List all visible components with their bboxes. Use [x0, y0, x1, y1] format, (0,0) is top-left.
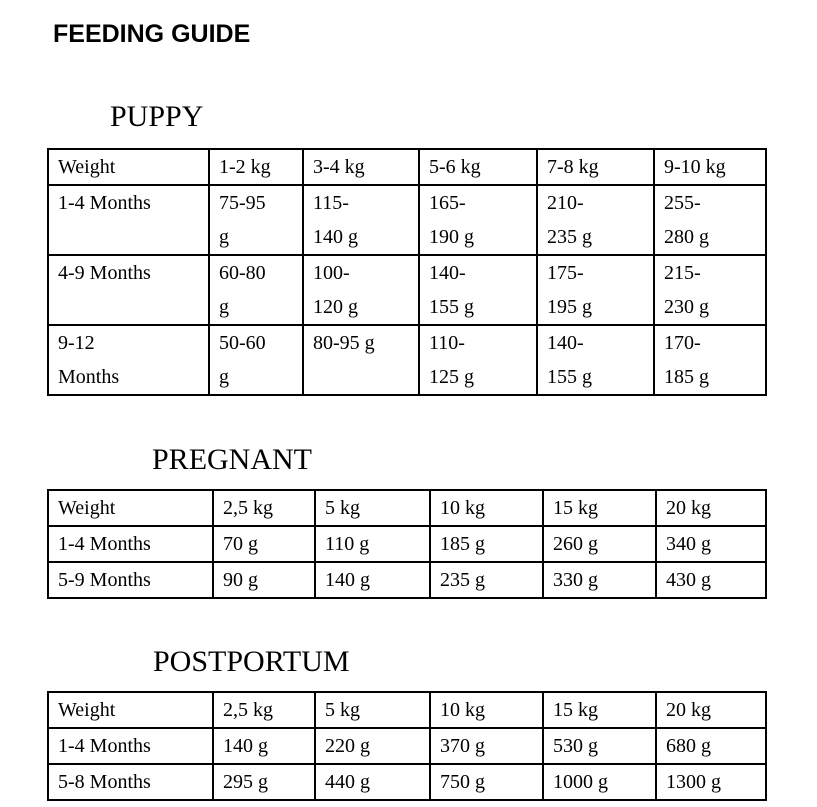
table-cell: 680 g: [655, 727, 767, 765]
table-header-row: Weight 1-2 kg 3-4 kg 5-6 kg 7-8 kg 9-10 …: [47, 148, 767, 186]
header-cell: 15 kg: [542, 691, 657, 729]
header-cell: Weight: [47, 489, 214, 527]
row-label: 5-9 Months: [47, 561, 214, 599]
table-cell: 330 g: [542, 561, 657, 599]
table-cell: 50-60 g: [208, 324, 304, 396]
table-cell: 110 g: [314, 525, 431, 563]
table-row: 4-9 Months 60-80 g 100- 120 g 140- 155 g…: [47, 254, 767, 326]
header-cell: 5-6 kg: [418, 148, 538, 186]
puppy-table: Weight 1-2 kg 3-4 kg 5-6 kg 7-8 kg 9-10 …: [47, 148, 767, 396]
table-cell: 370 g: [429, 727, 544, 765]
section-heading-postportum: POSTPORTUM: [153, 645, 350, 678]
table-row: 1-4 Months 75-95 g 115- 140 g 165- 190 g…: [47, 184, 767, 256]
header-cell: 20 kg: [655, 691, 767, 729]
row-label: 4-9 Months: [47, 254, 210, 326]
table-cell: 115- 140 g: [302, 184, 420, 256]
table-cell: 110- 125 g: [418, 324, 538, 396]
header-cell: 3-4 kg: [302, 148, 420, 186]
header-cell: Weight: [47, 691, 214, 729]
header-cell: 1-2 kg: [208, 148, 304, 186]
table-cell: 220 g: [314, 727, 431, 765]
table-cell: 140- 155 g: [536, 324, 655, 396]
table-cell: 60-80 g: [208, 254, 304, 326]
table-row: 9-12 Months 50-60 g 80-95 g 110- 125 g 1…: [47, 324, 767, 396]
table-header-row: Weight 2,5 kg 5 kg 10 kg 15 kg 20 kg: [47, 489, 767, 527]
table-row: 5-8 Months 295 g 440 g 750 g 1000 g 1300…: [47, 763, 767, 801]
postportum-table: Weight 2,5 kg 5 kg 10 kg 15 kg 20 kg 1-4…: [47, 691, 767, 801]
table-cell: 100- 120 g: [302, 254, 420, 326]
table-cell: 80-95 g: [302, 324, 420, 396]
header-cell: 10 kg: [429, 489, 544, 527]
table-cell: 295 g: [212, 763, 316, 801]
table-cell: 140 g: [314, 561, 431, 599]
table-cell: 210- 235 g: [536, 184, 655, 256]
table-row: 5-9 Months 90 g 140 g 235 g 330 g 430 g: [47, 561, 767, 599]
page-title: FEEDING GUIDE: [53, 20, 251, 48]
header-cell: 7-8 kg: [536, 148, 655, 186]
table-row: 1-4 Months 140 g 220 g 370 g 530 g 680 g: [47, 727, 767, 765]
table-cell: 140- 155 g: [418, 254, 538, 326]
row-label: 9-12 Months: [47, 324, 210, 396]
row-label: 1-4 Months: [47, 727, 214, 765]
header-cell: 20 kg: [655, 489, 767, 527]
header-cell: 2,5 kg: [212, 489, 316, 527]
row-label: 1-4 Months: [47, 184, 210, 256]
table-cell: 90 g: [212, 561, 316, 599]
table-cell: 165- 190 g: [418, 184, 538, 256]
header-cell: 10 kg: [429, 691, 544, 729]
table-cell: 440 g: [314, 763, 431, 801]
header-cell: 5 kg: [314, 489, 431, 527]
table-cell: 140 g: [212, 727, 316, 765]
header-cell: 5 kg: [314, 691, 431, 729]
pregnant-table: Weight 2,5 kg 5 kg 10 kg 15 kg 20 kg 1-4…: [47, 489, 767, 599]
table-cell: 170- 185 g: [653, 324, 767, 396]
table-cell: 530 g: [542, 727, 657, 765]
table-cell: 1000 g: [542, 763, 657, 801]
table-cell: 340 g: [655, 525, 767, 563]
table-cell: 215- 230 g: [653, 254, 767, 326]
table-cell: 430 g: [655, 561, 767, 599]
table-cell: 255- 280 g: [653, 184, 767, 256]
table-cell: 75-95 g: [208, 184, 304, 256]
table-cell: 70 g: [212, 525, 316, 563]
header-cell: 9-10 kg: [653, 148, 767, 186]
header-cell: 15 kg: [542, 489, 657, 527]
table-cell: 260 g: [542, 525, 657, 563]
table-cell: 235 g: [429, 561, 544, 599]
table-cell: 185 g: [429, 525, 544, 563]
table-cell: 175- 195 g: [536, 254, 655, 326]
section-heading-puppy: PUPPY: [110, 100, 204, 133]
table-header-row: Weight 2,5 kg 5 kg 10 kg 15 kg 20 kg: [47, 691, 767, 729]
row-label: 5-8 Months: [47, 763, 214, 801]
header-cell: Weight: [47, 148, 210, 186]
header-cell: 2,5 kg: [212, 691, 316, 729]
table-row: 1-4 Months 70 g 110 g 185 g 260 g 340 g: [47, 525, 767, 563]
row-label: 1-4 Months: [47, 525, 214, 563]
table-cell: 1300 g: [655, 763, 767, 801]
table-cell: 750 g: [429, 763, 544, 801]
section-heading-pregnant: PREGNANT: [152, 443, 313, 476]
